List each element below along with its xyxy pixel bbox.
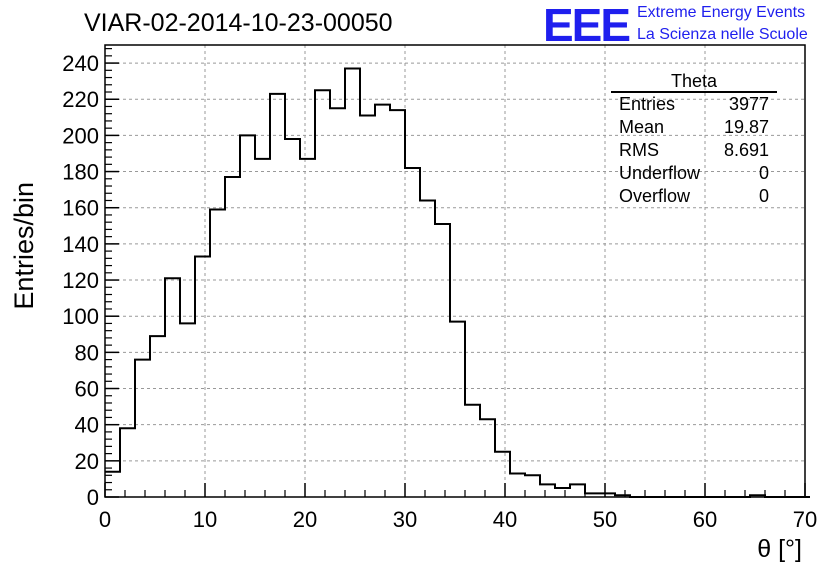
histogram-bin	[270, 94, 285, 497]
histogram-bin	[180, 323, 195, 497]
y-tick-label: 180	[62, 160, 99, 185]
histogram-bin	[510, 473, 525, 497]
stats-value: 0	[758, 163, 769, 183]
stats-value: 8.691	[723, 140, 769, 160]
y-tick-label: 220	[62, 87, 99, 112]
y-tick-label: 140	[62, 232, 99, 257]
stats-title: Theta	[611, 71, 777, 93]
x-tick-label: 0	[99, 507, 111, 532]
stats-label: Entries	[619, 94, 676, 114]
stats-row-underflow: Underflow 0	[611, 162, 777, 185]
grid-lines	[105, 45, 805, 497]
x-tick-label: 10	[193, 507, 217, 532]
stats-value: 19.87	[723, 117, 769, 137]
x-axis-label: θ [°]	[757, 535, 802, 563]
histogram-bin	[315, 90, 330, 497]
eee-logo: EEE	[543, 0, 631, 51]
x-tick-label: 30	[393, 507, 417, 532]
histogram-bin	[525, 475, 540, 497]
x-tick-label: 50	[593, 507, 617, 532]
x-tick-label: 60	[693, 507, 717, 532]
stats-label: Underflow	[619, 163, 701, 183]
stats-label: Overflow	[619, 186, 691, 206]
histogram-bin	[465, 405, 480, 497]
histogram-bin	[240, 135, 255, 497]
chart-title: VIAR-02-2014-10-23-00050	[84, 9, 393, 37]
histogram-bin	[540, 484, 555, 497]
histogram-bin	[555, 488, 570, 497]
histogram-bin	[285, 139, 300, 497]
histogram-bin	[495, 452, 510, 497]
plot-frame	[104, 44, 806, 498]
histogram-bin	[345, 69, 360, 497]
x-tick-label: 20	[293, 507, 317, 532]
histogram-bin	[405, 168, 420, 497]
histogram-bin	[330, 108, 345, 497]
y-tick-label: 20	[75, 449, 99, 474]
y-tick-label: 120	[62, 268, 99, 293]
histogram-bin	[375, 105, 390, 497]
y-tick-label: 100	[62, 304, 99, 329]
histogram-bin	[420, 200, 435, 497]
y-tick-label: 160	[62, 196, 99, 221]
y-tick-label: 60	[75, 377, 99, 402]
logo-text-line-2: La Scienza nelle Scuole	[637, 26, 808, 43]
logo-text-line-1: Extreme Energy Events	[637, 4, 806, 21]
histogram-bin	[120, 428, 135, 497]
x-axis: 0 10 20 30 40 50 60 70	[99, 483, 817, 532]
stats-row-overflow: Overflow 0	[611, 185, 777, 208]
stats-row-entries: Entries 3977	[611, 93, 777, 116]
y-tick-label: 0	[87, 485, 99, 510]
histogram-bin	[480, 419, 495, 497]
histogram-bin	[360, 116, 375, 497]
histogram-bin	[165, 278, 180, 497]
stats-value: 0	[758, 186, 769, 206]
stats-label: RMS	[619, 140, 659, 160]
stats-value: 3977	[728, 94, 769, 114]
histogram-bin	[300, 159, 315, 497]
histogram-bin	[390, 110, 405, 497]
stats-row-rms: RMS 8.691	[611, 139, 777, 162]
y-axis: 0 20 40 60 80 100 120 140 160 180 200 220 240	[62, 48, 119, 510]
histogram-bin	[435, 224, 450, 497]
stats-box: Theta Entries 3977 Mean 19.87 RMS 8.691 Underf…	[611, 71, 777, 208]
histogram-bin	[210, 210, 225, 497]
x-tick-label: 40	[493, 507, 517, 532]
histogram-bin	[150, 336, 165, 497]
histogram-bin	[450, 322, 465, 497]
histogram-bin	[135, 360, 150, 497]
stats-label: Mean	[619, 117, 665, 137]
histogram-bin	[570, 484, 585, 497]
stats-row-mean: Mean 19.87	[611, 116, 777, 139]
y-tick-label: 40	[75, 413, 99, 438]
y-tick-label: 200	[62, 123, 99, 148]
y-tick-label: 80	[75, 340, 99, 365]
y-tick-label: 240	[62, 51, 99, 76]
histogram-bin	[225, 177, 240, 497]
histogram-bin	[255, 159, 270, 497]
x-tick-label: 70	[793, 507, 817, 532]
